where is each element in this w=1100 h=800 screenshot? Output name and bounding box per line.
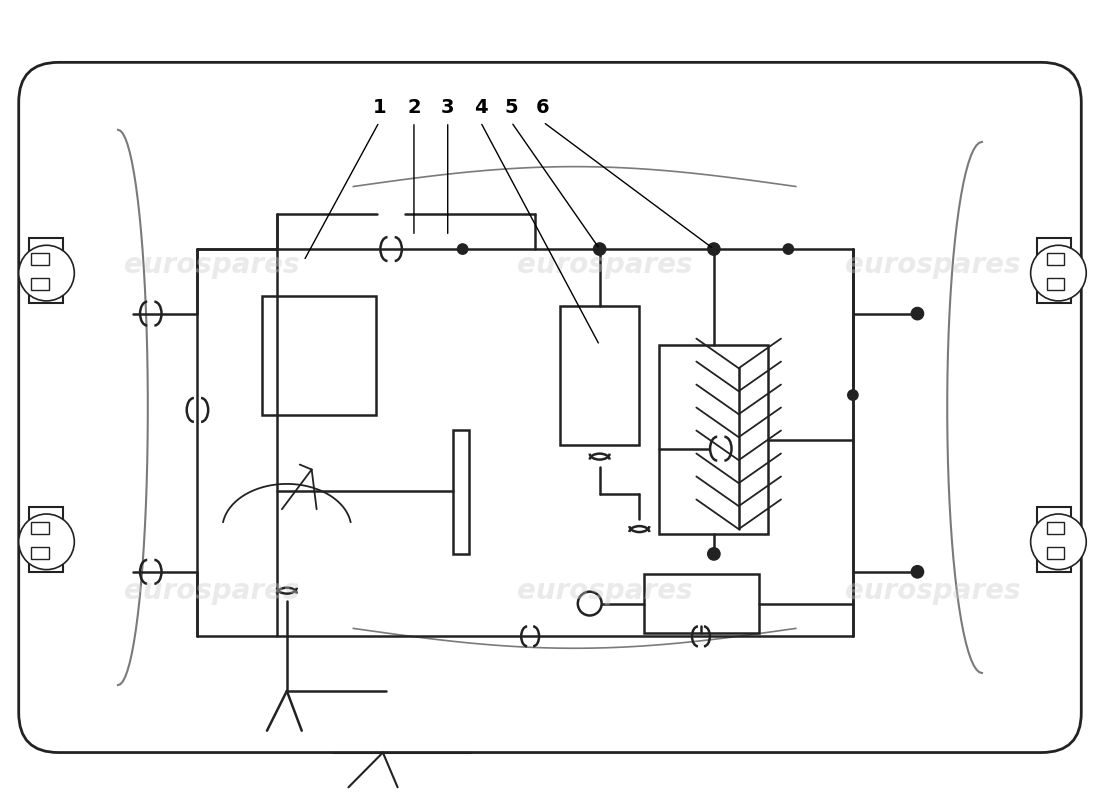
Bar [31, 278, 48, 290]
Bar [31, 546, 48, 558]
Bar [1046, 254, 1065, 265]
Text: 1: 1 [373, 98, 386, 117]
Circle shape [19, 514, 75, 570]
Text: 2: 2 [407, 98, 421, 117]
Circle shape [912, 308, 923, 319]
Text: eurospares: eurospares [845, 577, 1020, 605]
Bar [453, 430, 469, 554]
Circle shape [708, 243, 719, 255]
Text: eurospares: eurospares [123, 251, 299, 279]
Text: eurospares: eurospares [517, 577, 692, 605]
Text: eurospares: eurospares [845, 251, 1020, 279]
Bar [1036, 507, 1071, 571]
Circle shape [848, 390, 858, 400]
Bar [1046, 522, 1065, 534]
Bar [1046, 278, 1065, 290]
Text: eurospares: eurospares [517, 251, 692, 279]
Bar [31, 522, 48, 534]
Circle shape [1031, 246, 1087, 301]
Bar [31, 254, 48, 265]
Circle shape [594, 243, 606, 255]
Bar [645, 574, 759, 634]
Circle shape [578, 592, 602, 615]
FancyBboxPatch shape [19, 62, 1081, 753]
Bar [1046, 546, 1065, 558]
Text: 6: 6 [536, 98, 550, 117]
Circle shape [912, 566, 923, 578]
Bar [1036, 238, 1071, 303]
Bar [29, 507, 64, 571]
Circle shape [1031, 514, 1087, 570]
Bar [29, 238, 64, 303]
Circle shape [19, 246, 75, 301]
Text: 4: 4 [474, 98, 487, 117]
Text: 5: 5 [505, 98, 518, 117]
Circle shape [783, 244, 793, 254]
Bar [262, 296, 376, 415]
Bar [560, 306, 639, 445]
Text: 3: 3 [441, 98, 454, 117]
Circle shape [458, 244, 468, 254]
Circle shape [708, 548, 719, 560]
Bar [659, 346, 769, 534]
Text: eurospares: eurospares [123, 577, 299, 605]
